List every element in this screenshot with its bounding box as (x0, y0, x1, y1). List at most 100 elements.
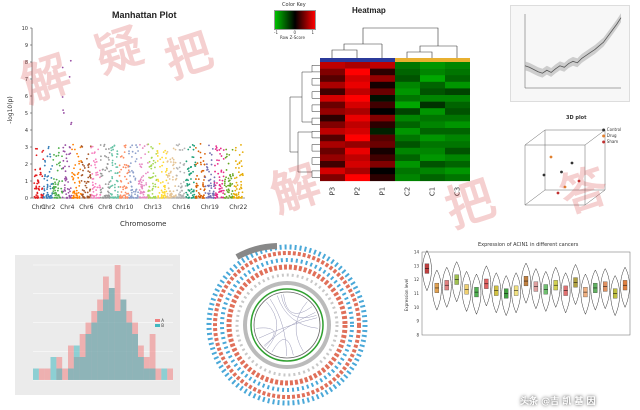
snp-point (166, 160, 169, 163)
snp-point (195, 147, 197, 149)
snp-point (140, 156, 143, 159)
histogram-bar (97, 311, 103, 380)
snp-point (163, 184, 166, 187)
violin-outline (511, 272, 521, 314)
snp-point (134, 179, 137, 181)
snp-point (150, 145, 153, 148)
histogram-bar (149, 334, 156, 380)
snp-point (91, 181, 94, 184)
snp-point (118, 174, 121, 177)
violin-outline (501, 274, 511, 317)
heatmap-cell (345, 154, 370, 162)
snp-point (152, 162, 154, 165)
snp-point (240, 197, 243, 199)
snp-point (161, 196, 164, 199)
snp-point (172, 147, 175, 150)
snp-point (223, 182, 226, 185)
heatmap-cell (395, 62, 420, 69)
y-tick-label: 9 (25, 43, 28, 49)
snp-point (42, 149, 45, 152)
snp-point (122, 186, 124, 189)
heatmap-cell (420, 174, 445, 182)
snp-point (62, 146, 65, 149)
snp-point (185, 160, 188, 163)
snp-point (234, 166, 237, 169)
snp-point (49, 155, 52, 158)
snp-point (132, 190, 135, 193)
snp-point (145, 182, 148, 184)
heatmap-cell (370, 134, 395, 142)
snp-point (193, 193, 196, 196)
snp-point (91, 145, 94, 148)
snp-point (120, 168, 123, 171)
snp-point (151, 192, 154, 195)
snp-point (218, 179, 221, 181)
snp-point (135, 158, 138, 160)
snp-point (236, 163, 239, 166)
snp-point (238, 167, 240, 169)
histogram-bar (114, 311, 121, 380)
column-label: P2 (354, 187, 362, 196)
snp-point (131, 156, 133, 158)
snp-point (92, 190, 95, 193)
violin-outline (471, 273, 482, 315)
snp-point (180, 182, 182, 185)
snp-point (165, 152, 168, 155)
snp-point (108, 170, 111, 173)
heatmap-cell (370, 62, 395, 69)
snp-point (84, 184, 87, 187)
snp-point (114, 172, 117, 174)
manhattan-panel: Manhattan Plot 0 1 2 3 4 5 6 7 8 9 10 -log10(p) Chr1… (0, 0, 250, 235)
snp-point (34, 168, 37, 171)
snp-point (120, 155, 123, 158)
heatmap-cell (370, 81, 395, 89)
snp-point (131, 150, 134, 153)
snp-point (231, 148, 234, 151)
heatmap-cell (445, 161, 470, 168)
snp-point (226, 190, 229, 193)
snp-point (229, 174, 231, 177)
snp-point (208, 144, 210, 147)
snp-point (203, 194, 205, 197)
snp-point (191, 190, 194, 193)
snp-point (91, 184, 94, 187)
heatmap-cell (320, 141, 345, 149)
snp-point (212, 190, 215, 193)
snp-point (235, 181, 238, 184)
scatter3d-panel: 3D plot ● Control ● Drug ● Sham (510, 115, 630, 225)
snp-point (192, 170, 194, 173)
snp-point (228, 195, 231, 197)
heatmap-cell (370, 95, 395, 102)
snp-point (61, 155, 63, 158)
snp-point (209, 182, 212, 185)
snp-point (165, 167, 168, 170)
brand-watermark: 头条 @吉 凯 基 因 (520, 397, 596, 407)
snp-point (127, 165, 130, 168)
heatmap-cell (320, 101, 345, 109)
snp-point (81, 145, 84, 148)
snp-point (212, 196, 215, 199)
violin-outline (481, 265, 492, 307)
snp-point (235, 185, 237, 188)
heatmap-cell (420, 141, 445, 149)
heatmap-cell (345, 114, 370, 122)
snp-point (157, 196, 160, 199)
snp-point (139, 192, 142, 195)
histogram-panel (15, 255, 180, 395)
snp-point (229, 175, 232, 178)
snp-point (201, 197, 204, 199)
snp-point (61, 191, 64, 194)
snp-point (46, 185, 49, 187)
heatmap-cell (420, 62, 445, 69)
heatmap-cell (445, 167, 470, 175)
heatmap-cell (370, 128, 395, 135)
snp-point (208, 192, 211, 195)
snp-point (112, 197, 115, 199)
snp-point (225, 169, 228, 171)
snp-point (181, 189, 184, 192)
snp-point (136, 146, 139, 149)
snp-point (223, 193, 226, 196)
snp-point (189, 166, 192, 169)
snp-point (234, 189, 237, 192)
snp-point (122, 166, 125, 169)
